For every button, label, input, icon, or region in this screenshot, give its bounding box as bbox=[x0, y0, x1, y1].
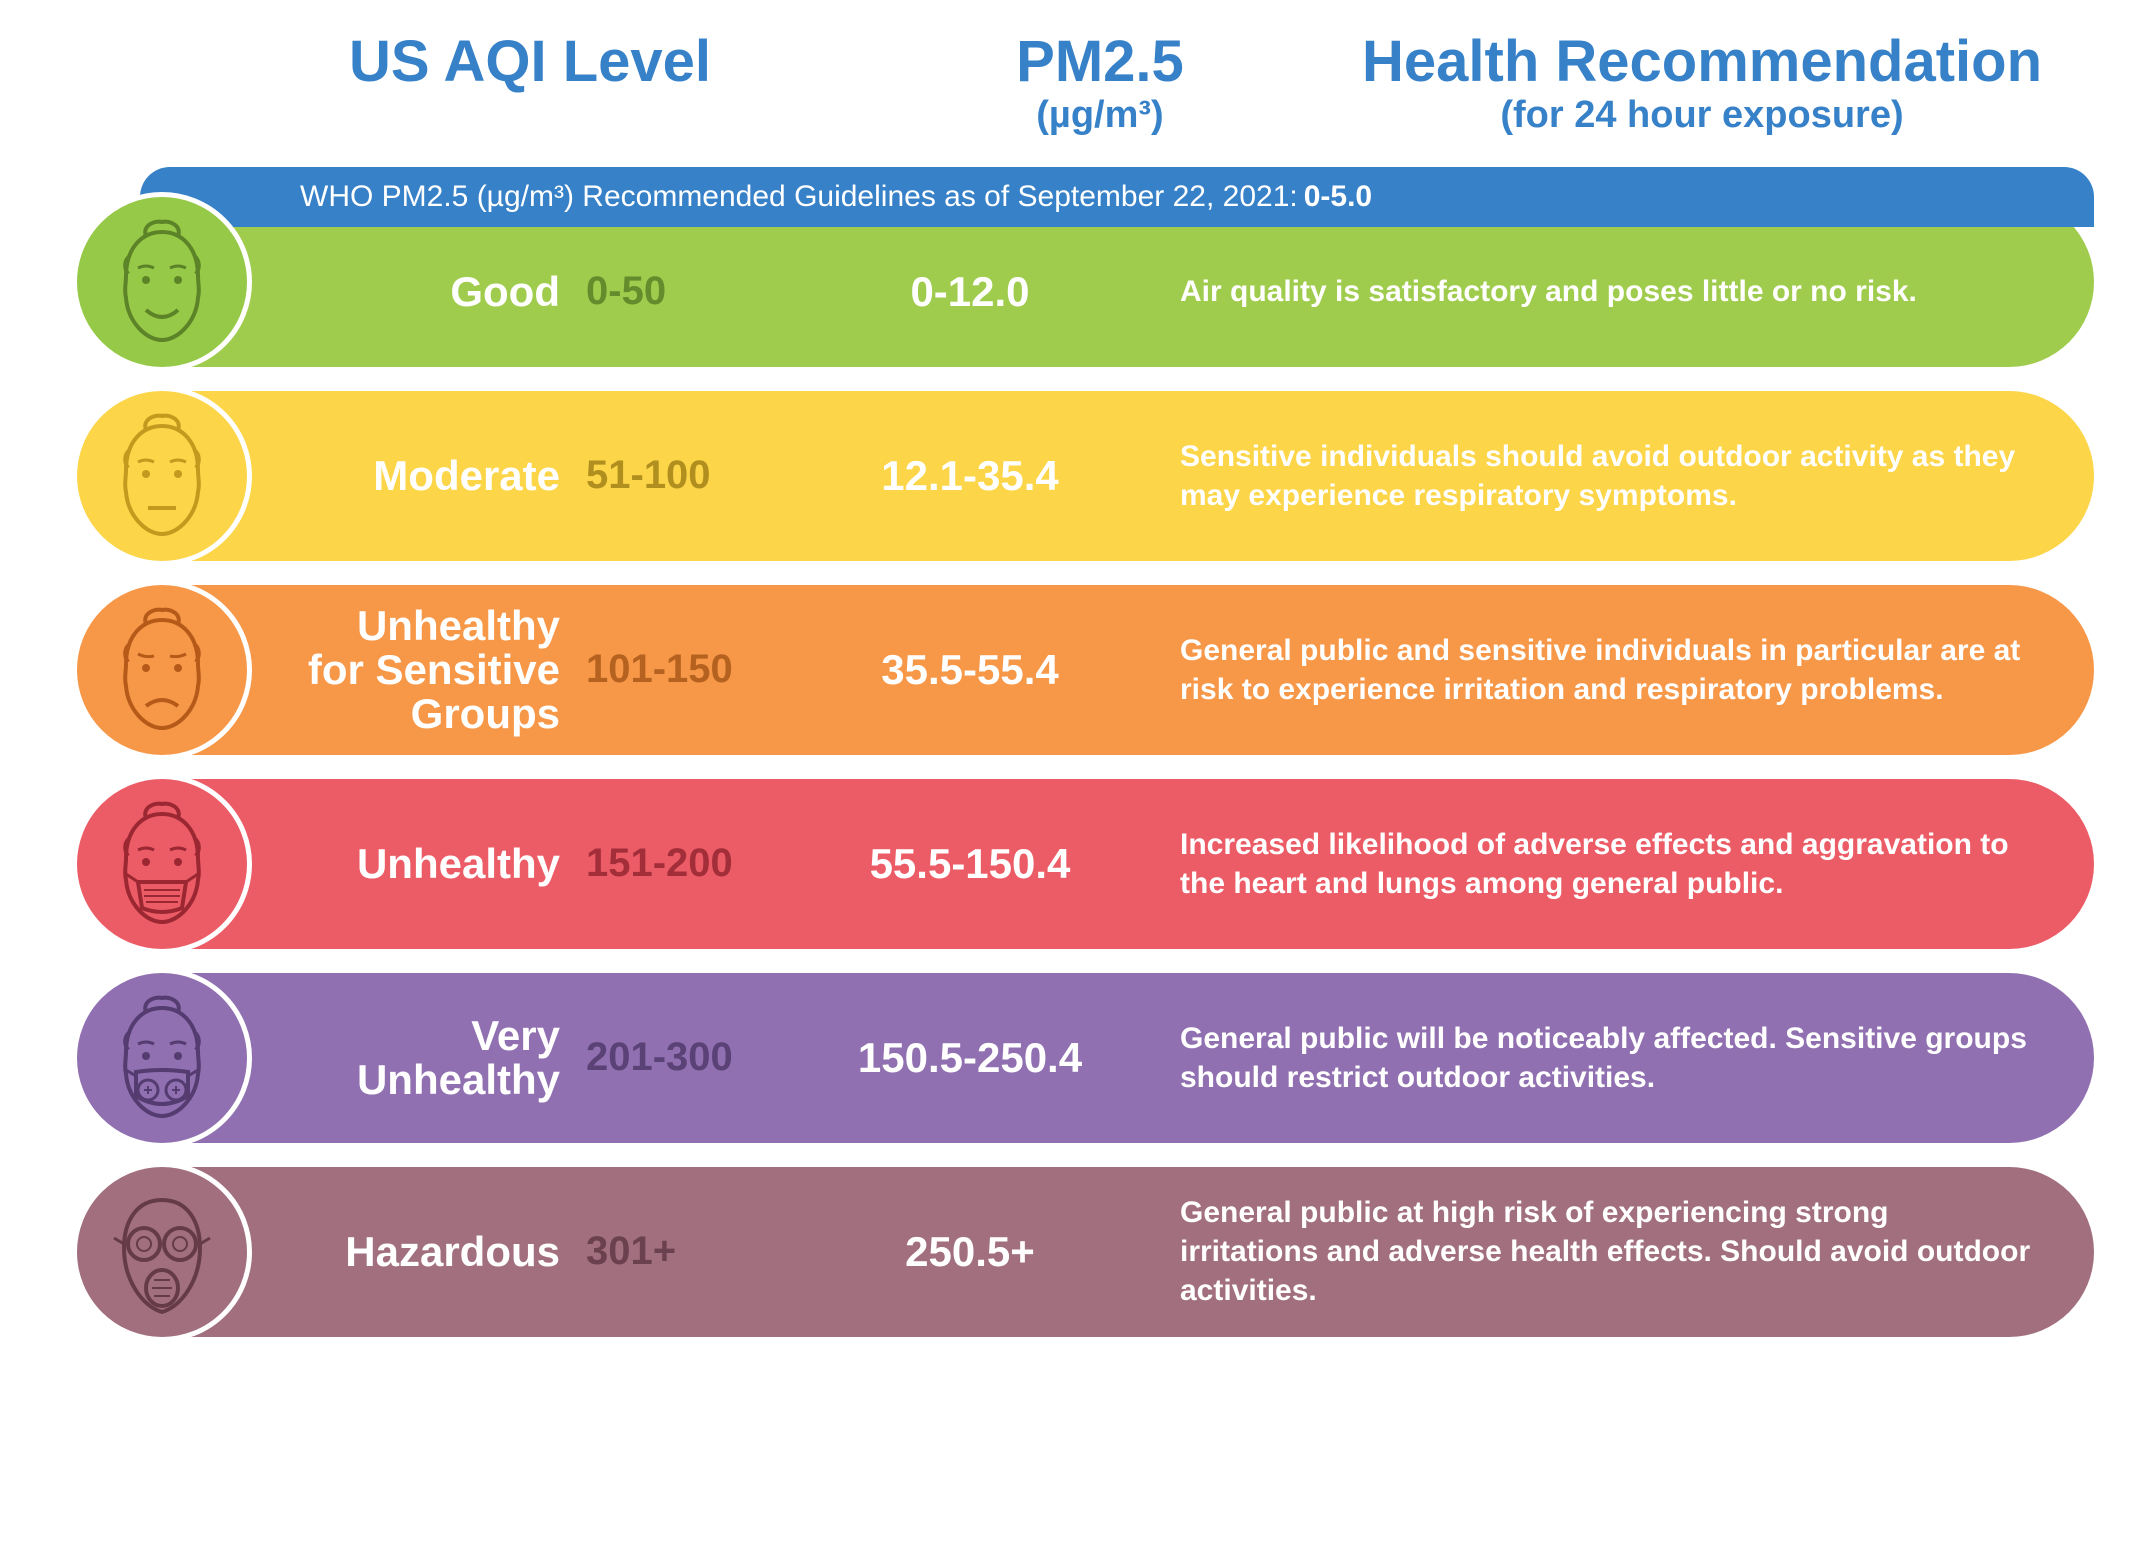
face-icon bbox=[72, 580, 252, 760]
aqi-range: 201-300 bbox=[586, 1035, 733, 1080]
recommendation-text: Air quality is satisfactory and poses li… bbox=[1180, 272, 2094, 311]
aqi-range: 101-150 bbox=[586, 647, 733, 692]
face-icon bbox=[72, 192, 252, 372]
pm25-value: 12.1-35.4 bbox=[780, 452, 1160, 500]
face-icon bbox=[72, 1162, 252, 1342]
header-rec-title: Health Recommendation bbox=[1310, 30, 2094, 94]
level-name: Moderate bbox=[300, 454, 560, 498]
aqi-range: 0-50 bbox=[586, 269, 666, 314]
header-pm25-title: PM2.5 bbox=[910, 30, 1290, 94]
aqi-row: VeryUnhealthy 201-300 150.5-250.4 Genera… bbox=[140, 973, 2094, 1143]
pm25-value: 55.5-150.4 bbox=[780, 840, 1160, 888]
column-headers: US AQI Level PM2.5 (µg/m³) Health Recomm… bbox=[170, 30, 2094, 137]
header-pm25-sub: (µg/m³) bbox=[910, 94, 1290, 137]
aqi-range: 151-200 bbox=[586, 841, 733, 886]
pm25-value: 250.5+ bbox=[780, 1228, 1160, 1276]
who-guideline-banner: WHO PM2.5 (µg/m³) Recommended Guidelines… bbox=[140, 167, 2094, 227]
aqi-row: Moderate 51-100 12.1-35.4 Sensitive indi… bbox=[140, 391, 2094, 561]
header-col-aqi: US AQI Level bbox=[170, 30, 890, 137]
who-banner-range: 0-5.0 bbox=[1304, 180, 1372, 214]
face-icon bbox=[72, 386, 252, 566]
face-icon bbox=[72, 774, 252, 954]
level-name: Hazardous bbox=[300, 1230, 560, 1274]
pm25-value: 0-12.0 bbox=[780, 268, 1160, 316]
header-rec-sub: (for 24 hour exposure) bbox=[1310, 94, 2094, 137]
level-name: Unhealthy bbox=[300, 842, 560, 886]
recommendation-text: Increased likelihood of adverse effects … bbox=[1180, 825, 2094, 903]
recommendation-text: General public will be noticeably affect… bbox=[1180, 1019, 2094, 1097]
pm25-value: 150.5-250.4 bbox=[780, 1034, 1160, 1082]
level-name: Unhealthyfor Sensitive Groups bbox=[300, 604, 560, 736]
recommendation-text: Sensitive individuals should avoid outdo… bbox=[1180, 437, 2094, 515]
who-banner-text: WHO PM2.5 (µg/m³) Recommended Guidelines… bbox=[300, 180, 1298, 214]
recommendation-text: General public at high risk of experienc… bbox=[1180, 1193, 2094, 1310]
aqi-range: 301+ bbox=[586, 1229, 676, 1274]
aqi-row: Hazardous 301+ 250.5+ General public at … bbox=[140, 1167, 2094, 1337]
level-name: VeryUnhealthy bbox=[300, 1014, 560, 1102]
face-icon bbox=[72, 968, 252, 1148]
header-col-recommendation: Health Recommendation (for 24 hour expos… bbox=[1310, 30, 2094, 137]
recommendation-text: General public and sensitive individuals… bbox=[1180, 631, 2094, 709]
aqi-row: Unhealthyfor Sensitive Groups 101-150 35… bbox=[140, 585, 2094, 755]
aqi-rows-container: Good 0-50 0-12.0 Air quality is satisfac… bbox=[40, 197, 2094, 1337]
header-col-pm25: PM2.5 (µg/m³) bbox=[910, 30, 1290, 137]
aqi-row: Unhealthy 151-200 55.5-150.4 Increased l… bbox=[140, 779, 2094, 949]
aqi-range: 51-100 bbox=[586, 453, 711, 498]
header-aqi-title: US AQI Level bbox=[170, 30, 890, 94]
pm25-value: 35.5-55.4 bbox=[780, 646, 1160, 694]
level-name: Good bbox=[300, 270, 560, 314]
